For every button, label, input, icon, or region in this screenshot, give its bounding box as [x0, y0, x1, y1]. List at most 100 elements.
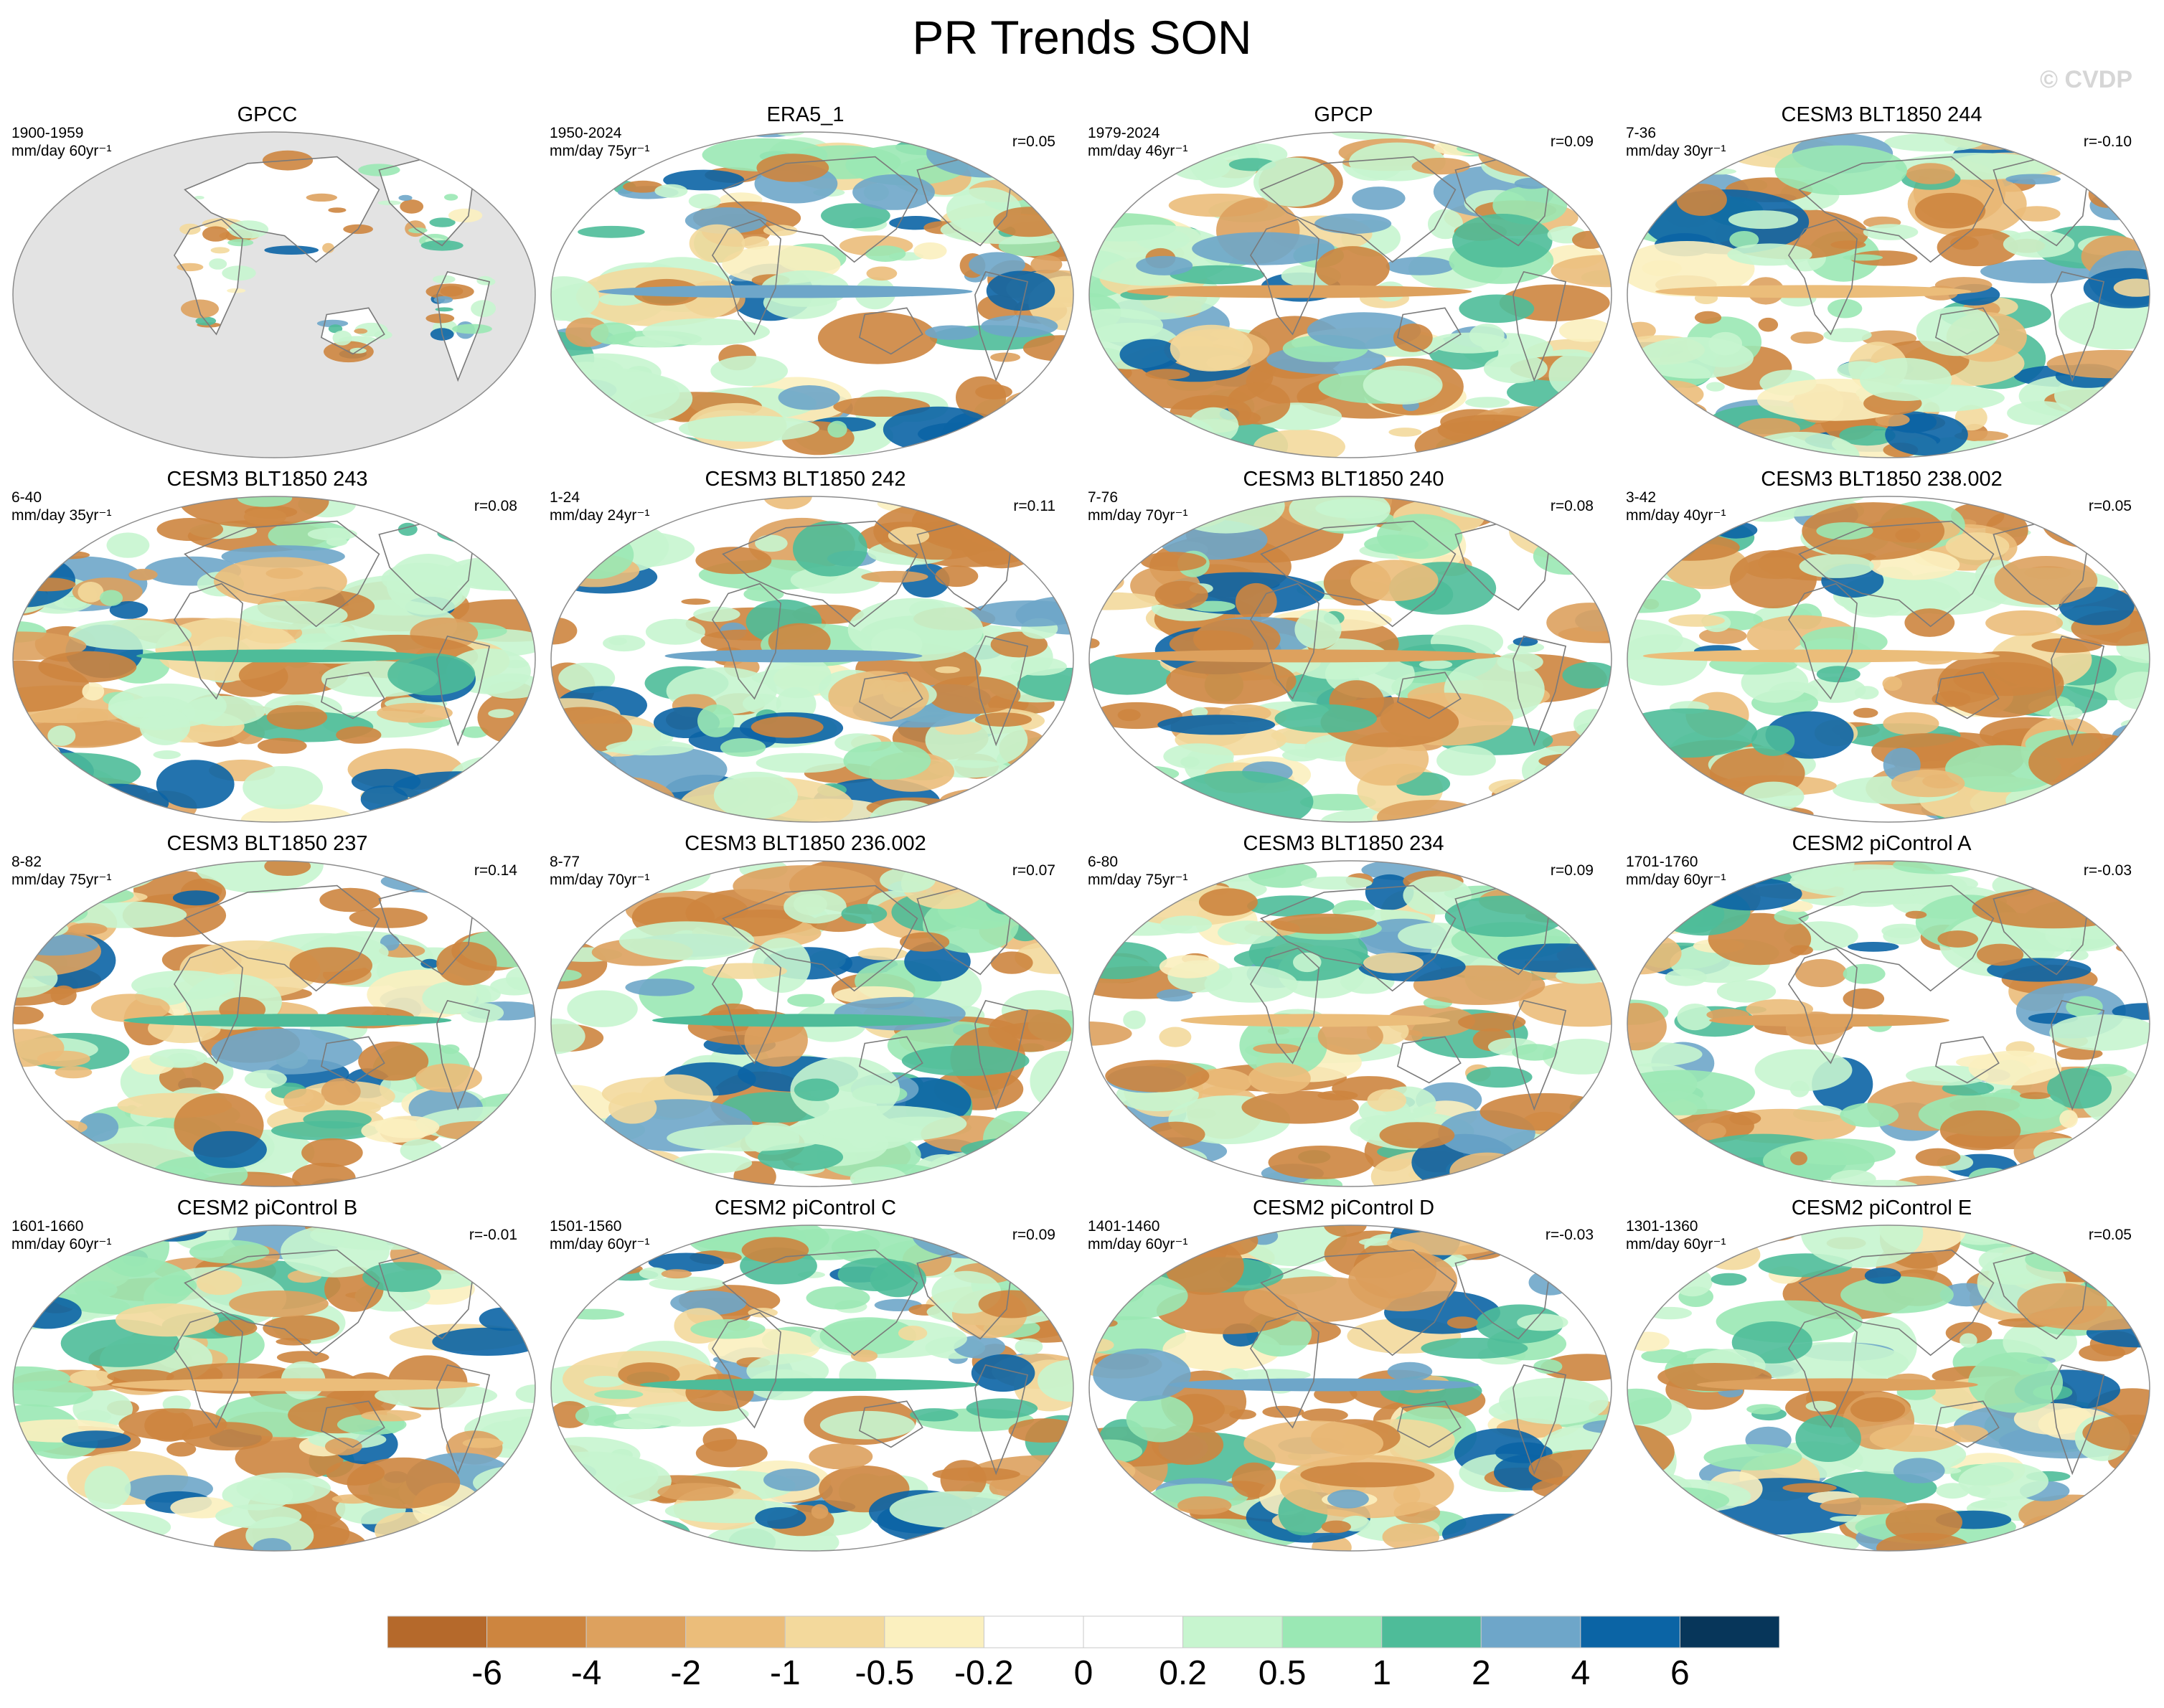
trend-blob — [1853, 707, 1878, 718]
panel-correlation: r=0.05 — [2088, 498, 2132, 514]
trend-blob — [969, 252, 1025, 278]
trend-blob — [828, 671, 929, 722]
trend-blob — [1150, 803, 1198, 822]
trend-blob — [667, 861, 715, 870]
trend-blob — [13, 1366, 70, 1391]
trend-blob — [1060, 806, 1073, 822]
trend-blob — [375, 1115, 440, 1138]
trend-blob — [2031, 638, 2102, 654]
trend-blob — [784, 890, 847, 924]
world-map — [1627, 1225, 2150, 1552]
trend-blob — [1458, 1012, 1526, 1032]
trend-blob — [1030, 255, 1063, 274]
trend-blob — [1985, 610, 2064, 636]
map-outline — [12, 131, 536, 458]
trend-blob — [1746, 999, 1814, 1019]
trend-blob — [2114, 755, 2150, 773]
trend-blob — [590, 428, 640, 450]
trend-blob — [1093, 1348, 1191, 1402]
trend-blob — [486, 770, 535, 801]
trend-blob — [326, 537, 348, 547]
equatorial-band — [1709, 1014, 1949, 1027]
trend-blob — [1289, 496, 1391, 532]
colorbar-tick-label: 2 — [1471, 1654, 1491, 1692]
trend-blob — [1139, 1146, 1208, 1172]
trend-blob — [702, 963, 787, 979]
trend-blob — [1262, 1405, 1304, 1418]
trend-blob — [1514, 177, 1549, 189]
trend-blob — [149, 1049, 208, 1068]
trend-blob — [2132, 1181, 2150, 1186]
trend-blob — [715, 496, 740, 504]
colorbar-tick-label: 0.2 — [1159, 1654, 1207, 1692]
trend-blob — [672, 1153, 753, 1174]
trend-blob — [1226, 382, 1291, 425]
trend-blob — [644, 1171, 693, 1186]
trend-blob — [1123, 1010, 1146, 1029]
trend-blob — [626, 808, 673, 822]
trend-blob — [1379, 1122, 1455, 1148]
trend-blob — [2082, 1415, 2150, 1451]
trend-blob — [432, 1327, 535, 1356]
trend-blob — [551, 406, 586, 420]
trend-blob — [551, 1484, 616, 1524]
trend-blob — [1089, 429, 1128, 458]
trend-blob — [1533, 1359, 1563, 1374]
trend-blob — [1188, 407, 1239, 444]
panel-period: 1301-1360 — [1626, 1218, 1698, 1235]
trend-blob — [1527, 783, 1588, 808]
colorbar-tick-label: 0 — [1073, 1654, 1093, 1692]
trend-blob — [194, 861, 324, 894]
panel-units: mm/day 60yr⁻¹ — [550, 1236, 650, 1252]
trend-blob — [578, 225, 645, 238]
trend-blob — [1089, 1288, 1109, 1311]
trend-blob — [1589, 1133, 1612, 1166]
trend-blob — [1799, 554, 1874, 578]
trend-blob — [215, 1504, 302, 1529]
trend-blob — [1156, 989, 1193, 1002]
coastline — [320, 671, 385, 719]
coastline — [1934, 1400, 2000, 1448]
trend-blob — [811, 1504, 829, 1519]
coastline — [184, 156, 380, 263]
trend-blob — [1462, 496, 1513, 506]
trend-blob — [1243, 1420, 1383, 1467]
trend-blob — [1317, 1018, 1383, 1055]
trend-blob — [1517, 1313, 1568, 1331]
trend-blob — [1864, 1268, 1901, 1284]
trend-blob — [733, 865, 876, 907]
trend-blob — [1843, 988, 1885, 1009]
trend-blob — [400, 199, 424, 214]
trend-blob — [1703, 1444, 1802, 1471]
trend-blob — [558, 530, 634, 580]
trend-blob — [1699, 628, 1747, 644]
trend-blob — [47, 725, 76, 746]
trend-blob — [2090, 887, 2150, 933]
trend-blob — [1684, 1164, 1749, 1176]
coastline — [1260, 520, 1457, 628]
trend-blob — [1653, 1168, 1711, 1186]
trend-blob — [1053, 738, 1073, 754]
trend-blob — [1883, 928, 1921, 945]
panel-period: 8-82 — [11, 854, 42, 870]
trend-blob — [806, 1286, 870, 1310]
equatorial-band — [1180, 1014, 1451, 1027]
trend-blob — [1321, 1520, 1351, 1534]
trend-blob — [1154, 580, 1208, 609]
coastline — [1260, 884, 1457, 992]
trend-blob — [654, 440, 693, 458]
coastline — [1787, 582, 1858, 700]
trend-blob — [1007, 163, 1027, 181]
coastline — [722, 884, 918, 992]
trend-blob — [1691, 810, 1730, 822]
trend-blob — [433, 296, 453, 303]
trend-blob — [2098, 1143, 2150, 1179]
trend-blob — [2020, 1092, 2051, 1100]
trend-blob — [48, 1120, 88, 1135]
trend-blob — [819, 1410, 916, 1440]
trend-blob — [77, 582, 104, 603]
colorbar-tick-label: -0.2 — [954, 1654, 1014, 1692]
map-panel: ERA5_1 1950-2024 mm/day 75yr⁻¹ r=0.05 — [538, 100, 1074, 459]
colorbar-tick-label: 4 — [1571, 1654, 1591, 1692]
panel-correlation: r=0.05 — [2088, 1227, 2132, 1243]
